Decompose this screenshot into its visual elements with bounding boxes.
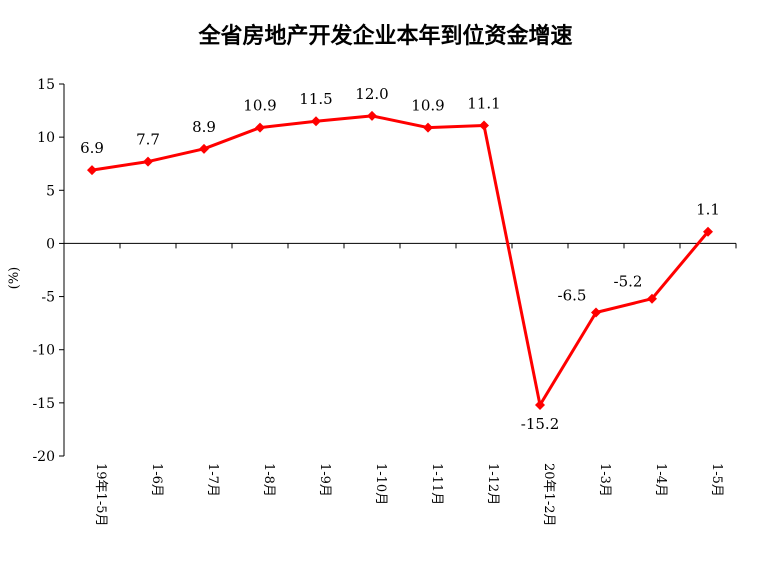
data-point [311,116,321,127]
chart-title: 全省房地产开发企业本年到位资金增速 [198,24,573,49]
y-tick-label: 0 [46,236,55,252]
series-line [91,114,710,407]
data-point [199,143,209,154]
y-tick-label: -10 [32,343,55,359]
data-label: 11.1 [467,94,500,112]
data-point [479,120,489,131]
y-axis-label: (%) [7,267,22,290]
data-label: 7.7 [136,131,160,149]
x-tick-label: 1-10月 [373,463,388,505]
y-tick-label: -15 [32,396,55,412]
series: 6.9 7.7 8.9 10.9 11.5 12.0 10.9 11.1 -15.2 -6.5 -5… [80,85,720,433]
x-axis: 19年1-5月 1-6月 1-7月 1-8月 1-9月 1-10月 1-11月 1-12月 20… [64,242,737,526]
y-tick-label: -20 [32,449,55,465]
data-label: 10.9 [411,97,444,115]
x-tick-label: 1-5月 [709,463,724,497]
data-point [143,156,153,167]
data-label: 6.9 [80,139,104,157]
data-point [367,110,377,121]
y-tick-label: -5 [41,290,55,306]
data-label: 11.5 [299,90,332,108]
data-point [87,165,97,176]
y-tick-label: 15 [37,77,55,93]
y-ticks: -20 -15 -10 -5 0 5 10 15 [32,77,64,465]
data-label: -5.2 [614,273,643,291]
x-tick-label: 1-6月 [149,463,164,497]
x-tick-label: 1-12月 [485,463,500,505]
data-point [255,122,265,133]
data-point [591,307,601,318]
y-tick-label: 10 [37,130,55,146]
x-tick-label: 1-11月 [429,463,444,505]
data-point [647,293,657,304]
data-point [703,226,713,237]
x-tick-label: 1-7月 [205,463,220,497]
data-label: 1.1 [696,201,720,219]
data-label: 10.9 [243,97,276,115]
x-tick-label: 1-4月 [653,463,668,497]
x-tick-label: 20年1-2月 [541,463,556,526]
data-label: 8.9 [192,118,216,136]
data-label: -15.2 [521,415,559,433]
x-tick-label: 1-9月 [317,463,332,497]
data-label: 12.0 [355,85,388,103]
x-tick-label: 1-3月 [597,463,612,497]
y-tick-label: 5 [46,183,55,199]
x-tick-label: 1-8月 [261,463,276,497]
data-label: -6.5 [558,287,587,305]
data-point [535,399,545,410]
x-tick-label: 19年1-5月 [93,463,108,526]
data-point [423,122,433,133]
